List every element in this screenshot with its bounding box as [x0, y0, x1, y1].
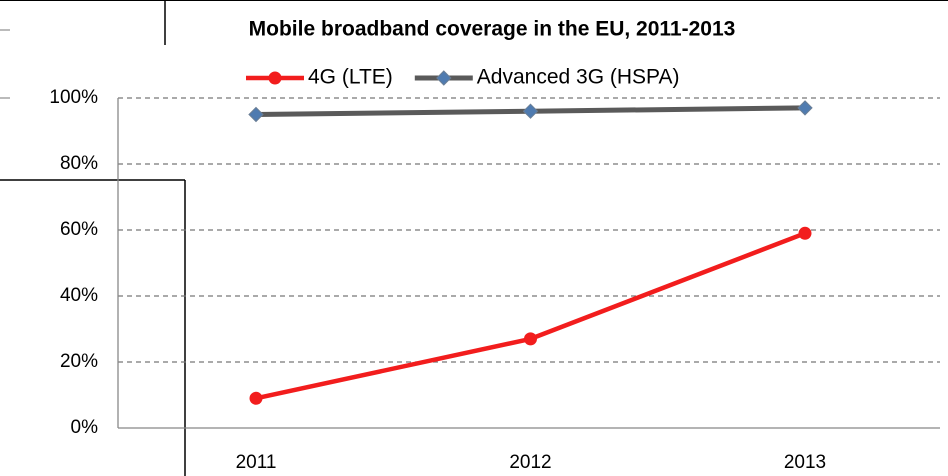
legend-label: Advanced 3G (HSPA) — [477, 66, 680, 89]
marker — [249, 391, 263, 405]
y-tick-label: 60% — [60, 219, 98, 240]
x-tick-label: 2013 — [784, 452, 826, 473]
marker — [522, 103, 539, 119]
marker — [798, 226, 812, 240]
marker — [248, 106, 264, 123]
legend-label: 4G (LTE) — [308, 66, 393, 89]
y-tick-label: 40% — [60, 285, 98, 306]
y-tick-label: 80% — [60, 153, 98, 174]
series-line — [255, 231, 806, 401]
marker — [524, 332, 537, 346]
legend-marker — [268, 71, 282, 85]
y-tick-label: 0% — [71, 417, 99, 438]
chart-title: Mobile broadband coverage in the EU, 201… — [249, 18, 736, 41]
y-tick-label: 100% — [49, 87, 98, 108]
legend-marker — [436, 70, 452, 86]
y-tick-label: 20% — [60, 351, 98, 372]
x-tick-label: 2011 — [236, 452, 277, 473]
marker — [797, 100, 813, 116]
x-tick-label: 2012 — [509, 452, 551, 473]
